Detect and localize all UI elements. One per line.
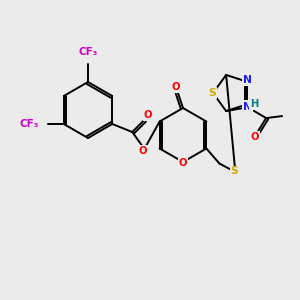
Text: N: N: [243, 101, 252, 111]
Text: N: N: [243, 75, 252, 85]
Text: N: N: [243, 102, 252, 112]
Text: O: O: [251, 132, 260, 142]
Text: CF₃: CF₃: [20, 119, 39, 129]
Text: S: S: [208, 88, 216, 98]
Text: O: O: [139, 146, 148, 156]
Text: O: O: [172, 82, 180, 92]
Text: O: O: [144, 110, 152, 120]
Text: S: S: [232, 167, 239, 178]
Text: H: H: [250, 99, 258, 109]
Text: O: O: [179, 158, 187, 168]
Text: S: S: [231, 167, 238, 176]
Text: CF₃: CF₃: [78, 47, 98, 57]
